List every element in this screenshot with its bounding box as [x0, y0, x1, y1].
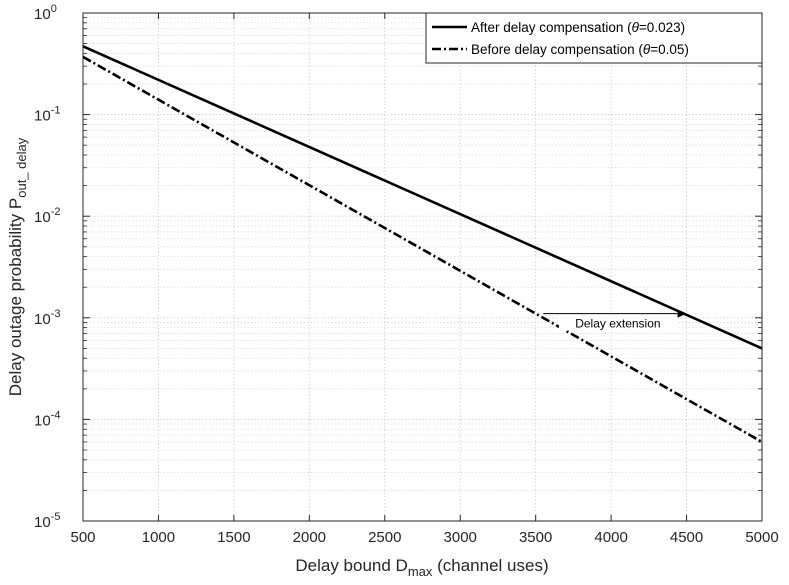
- x-tick-label: 500: [70, 529, 95, 546]
- x-tick-label: 3500: [519, 529, 552, 546]
- x-tick-labels: 500 1000 1500 2000 2500 3000 3500 4000 4500 5000: [70, 529, 778, 546]
- legend-label-before: Before delay compensation (θ=0.05): [471, 42, 689, 57]
- y-tick-label: 10-1: [34, 105, 60, 125]
- plot-area: [83, 13, 762, 521]
- x-axis-label-suffix: (channel uses): [432, 556, 548, 575]
- y-tick-labels: 100 10-1 10-2 10-3 10-4 10-5: [34, 3, 60, 531]
- annotation-label-bg: [558, 314, 677, 331]
- legend: After delay compensation (θ=0.023) Befor…: [425, 12, 763, 64]
- series-line-after: [82, 45, 763, 350]
- y-tick-label: 100: [34, 3, 57, 23]
- x-tick-label: 3000: [444, 529, 477, 546]
- legend-label-before-suffix: =0.05): [650, 42, 689, 57]
- x-tick-label: 4000: [594, 529, 627, 546]
- annotation-arrowhead: [677, 309, 687, 318]
- x-axis-label: Delay bound Dmax (channel uses): [295, 556, 548, 579]
- y-tick-label: 10-5: [34, 511, 60, 531]
- axes-frame: [82, 12, 763, 522]
- minor-grid: [83, 17, 762, 491]
- series-line-before: [82, 55, 763, 444]
- annotation-layer: Delay extension: [543, 309, 687, 331]
- y-tick-label: 10-4: [34, 409, 60, 429]
- x-tick-label: 1000: [142, 529, 175, 546]
- y-tick-label: 10-3: [34, 308, 60, 328]
- legend-label-before-theta: θ: [643, 42, 651, 57]
- legend-label-after: After delay compensation (θ=0.023): [471, 20, 685, 35]
- x-tick-label: 2000: [293, 529, 326, 546]
- x-axis-label-prefix: Delay bound D: [295, 556, 407, 575]
- legend-label-after-suffix: =0.023): [639, 20, 685, 35]
- x-tick-label: 1500: [217, 529, 250, 546]
- series-layer: [82, 45, 763, 444]
- y-axis-label-sub: out_ delay: [14, 137, 29, 197]
- y-axis-label: Delay outage probability Pout_ delay: [6, 137, 29, 396]
- y-tick-label: 10-2: [34, 206, 60, 226]
- legend-label-after-theta: θ: [632, 20, 640, 35]
- x-axis-label-sub: max: [408, 564, 433, 579]
- legend-label-before-prefix: Before delay compensation (: [471, 42, 643, 57]
- legend-label-after-prefix: After delay compensation (: [471, 20, 632, 35]
- legend-box: [425, 12, 763, 64]
- x-tick-label: 2500: [368, 529, 401, 546]
- annotation-label: Delay extension: [575, 317, 660, 331]
- y-axis-label-prefix: Delay outage probability P: [6, 198, 25, 396]
- x-tick-label: 4500: [670, 529, 703, 546]
- x-tick-label: 5000: [745, 529, 778, 546]
